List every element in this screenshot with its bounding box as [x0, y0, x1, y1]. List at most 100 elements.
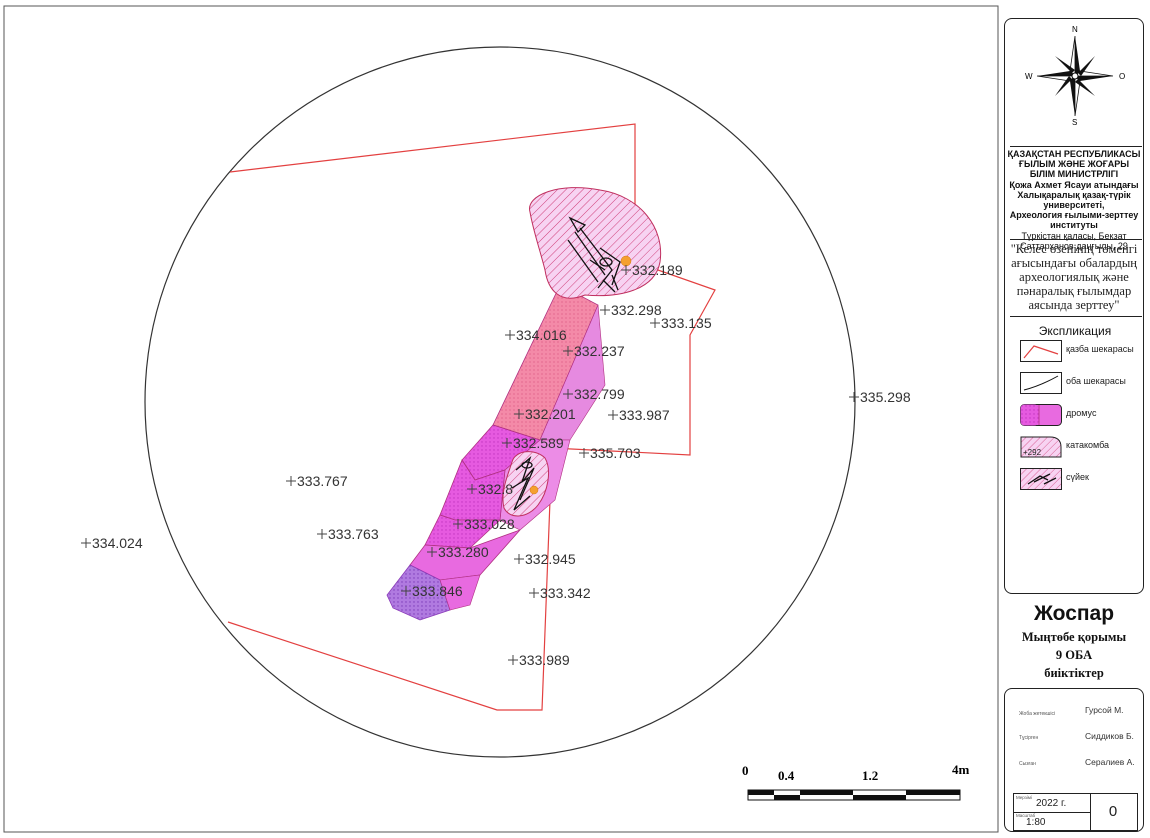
elevation-label: 335.298: [860, 389, 911, 405]
elevation-label: 333.342: [540, 585, 591, 601]
magenta-fill-swatch-icon: [1020, 404, 1062, 426]
bone-swatch-icon: [1020, 468, 1062, 490]
divider: [1010, 239, 1142, 240]
sig-role-1: Жоба жетекшісі: [1019, 711, 1056, 717]
title-block: N S W O ҚАЗАҚСТАН РЕСПУБЛИКАСЫ ҒЫЛЫМ ЖӘН…: [1002, 6, 1146, 832]
inst-line3: БІЛІМ МИНИСТРЛІГІ: [1029, 169, 1119, 180]
sig-name-3: Сералиев А.: [1085, 757, 1135, 767]
elevation-label: 332.189: [632, 262, 683, 278]
scale-label: Масштаб: [1016, 813, 1036, 818]
inst-line2: ҒЫЛЫМ ЖӘНЕ ЖОҒАРЫ: [1018, 159, 1130, 170]
elevation-label: 332.945: [525, 551, 576, 567]
elevation-label: 332.298: [611, 302, 662, 318]
elevation-point: 335.703: [579, 445, 641, 461]
black-curve-swatch-icon: [1020, 372, 1062, 394]
legend-title: Экспликация: [1038, 324, 1112, 338]
elevation-point: 333.135: [650, 315, 712, 331]
elevation-point: 332.799: [563, 386, 625, 402]
red-line-swatch-icon: [1020, 340, 1062, 362]
elevation-point: 334.024: [81, 535, 143, 551]
proj-line2: ағысындағы обалардың: [1011, 256, 1137, 270]
divider: [1010, 146, 1142, 147]
scale-value: 1:80: [1026, 817, 1046, 828]
elevation-point: 333.028: [453, 516, 515, 532]
elevation-point: 333.989: [508, 652, 570, 668]
elevation-point: 333.987: [608, 407, 670, 423]
compass-rose-icon: N S W O: [1025, 25, 1125, 126]
sig-name-2: Сиддиков Б.: [1085, 731, 1134, 741]
elevation-point: 332.201: [514, 406, 576, 422]
plan-subtitle-1: Мыңтөбе қорымы: [1021, 630, 1127, 644]
inst-line5: Халықаралық қазақ-түрік: [1017, 189, 1131, 200]
elevation-point: 333.280: [427, 544, 489, 560]
project-title: "Келес өзенінің төменгі ағысындағы обала…: [1006, 242, 1142, 312]
inst-line8: институты: [1050, 220, 1098, 231]
inst-line6: университеті,: [1043, 200, 1105, 211]
legend-label: сүйек: [1066, 472, 1089, 482]
legend-item-bone: сүйек: [1020, 468, 1140, 492]
hatched-fill-swatch-icon: +292: [1020, 436, 1062, 458]
inst-line1: ҚАЗАҚСТАН РЕСПУБЛИКАСЫ: [1007, 149, 1141, 159]
legend-item-catacomb: +292 катакомба: [1020, 436, 1140, 460]
orange-marker-lower: [529, 485, 539, 495]
signature-frame: Жоба жетекшісі Гурсой М. Тұсірген Сиддик…: [1004, 688, 1144, 832]
sig-role-3: Сызған: [1019, 761, 1036, 767]
catacomb-upper: [529, 187, 662, 299]
sheet-number-cell: 0: [1089, 793, 1138, 831]
elevation-point: 335.298: [849, 389, 911, 405]
scale-tick-3: 4m: [952, 762, 970, 777]
plan-subtitle-3: биіктіктер: [1044, 666, 1104, 680]
elevation-point: 334.016: [505, 327, 567, 343]
inst-line9: Түркістан қаласы, Бекзат: [1021, 230, 1127, 241]
mound-boundary: [144, 46, 856, 758]
info-frame: [1004, 18, 1144, 594]
sig-name-1: Гурсой М.: [1085, 705, 1124, 715]
inst-line4: Қожа Ахмет Ясауи атындағы: [1009, 179, 1139, 190]
excavation-boundary: [227, 123, 716, 711]
plan-title: Жоспар: [1033, 602, 1115, 625]
plan-subtitle-2: 9 ОБА: [1055, 648, 1093, 662]
legend-item-excavation: қазба шекарасы: [1020, 340, 1140, 364]
bones-upper: [567, 216, 621, 293]
date-label: Мерзімі: [1016, 795, 1032, 800]
divider: [1010, 316, 1142, 317]
proj-line1: "Келес өзенінің төменгі: [1010, 242, 1138, 256]
elevation-point: 332.189: [621, 262, 683, 278]
elevation-point: 332.8: [467, 481, 513, 497]
date-value: 2022 г.: [1036, 798, 1067, 809]
elevation-label: 332.799: [574, 386, 625, 402]
compass-e: O: [1119, 72, 1125, 81]
legend-label: қазба шекарасы: [1066, 344, 1134, 354]
bones-lower: [511, 455, 535, 511]
elevation-point: 333.342: [529, 585, 591, 601]
elevation-label: 333.763: [328, 526, 379, 542]
proj-line4: пәнаралық ғылымдар: [1016, 284, 1132, 298]
inst-line7: Археология ғылыми-зерттеу: [1009, 210, 1139, 221]
elevation-label: 334.024: [92, 535, 143, 551]
proj-line3: археологиялық және: [1019, 270, 1129, 284]
sig-role-2: Тұсірген: [1019, 735, 1039, 741]
elevation-label: 333.135: [661, 315, 712, 331]
elevation-label: 333.280: [438, 544, 489, 560]
legend-label: оба шекарасы: [1066, 376, 1126, 386]
elevation-label: 335.703: [590, 445, 641, 461]
scale-tick-0: 0: [742, 763, 749, 778]
elevation-label: 333.767: [297, 473, 348, 489]
elevation-point: 332.589: [502, 435, 564, 451]
elevation-label: 332.237: [574, 343, 625, 359]
legend-label: катакомба: [1066, 440, 1110, 450]
elevation-point: 333.846: [401, 583, 463, 599]
legend-label: дромус: [1066, 408, 1097, 418]
institution-block: ҚАЗАҚСТАН РЕСПУБЛИКАСЫ ҒЫЛЫМ ЖӘНЕ ЖОҒАРЫ…: [1006, 149, 1142, 251]
elevation-label: 333.846: [412, 583, 463, 599]
compass-w: W: [1025, 72, 1033, 81]
legend-item-mound: оба шекарасы: [1020, 372, 1140, 396]
scale-bar: 0 0.4 1.2 4m: [742, 762, 970, 801]
proj-line5: аясында зерттеу": [1028, 298, 1120, 312]
legend-sample: +292: [1023, 448, 1042, 457]
sheet-number: 0: [1108, 803, 1118, 820]
orange-marker-upper: [620, 255, 632, 267]
elevation-label: 333.028: [464, 516, 515, 532]
